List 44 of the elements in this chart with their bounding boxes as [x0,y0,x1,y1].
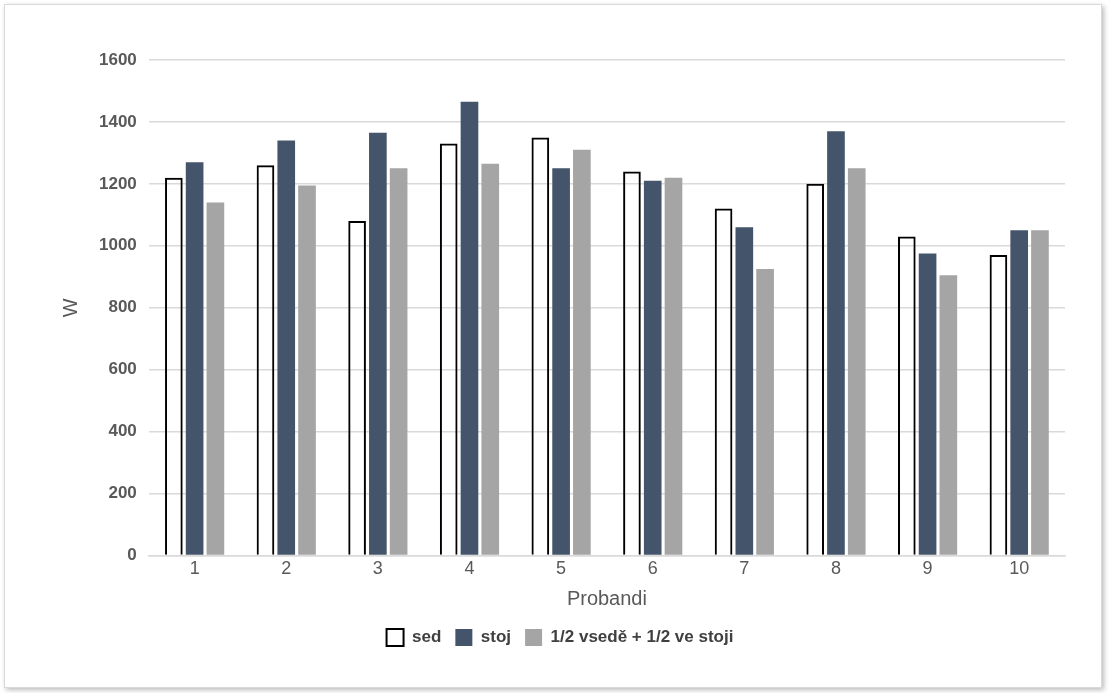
legend-label: 1/2 vsedě + 1/2 ve stoji [550,627,734,647]
bar [735,227,754,555]
bar [1010,230,1029,555]
x-tick-label: 2 [281,558,292,579]
bar [298,185,316,555]
bar [643,180,662,555]
x-tick-label: 8 [830,558,841,579]
y-tick-label: 0 [127,545,137,565]
x-tick-label: 9 [922,558,933,579]
bar [369,132,387,555]
y-tick-label: 1400 [98,111,137,131]
x-tick-label: 10 [1009,558,1030,579]
x-tick-label: 5 [556,558,567,579]
bar [939,275,958,555]
y-tick-label: 600 [108,359,137,379]
y-tick-label: 800 [108,297,137,317]
bar [389,168,408,555]
bar [206,202,225,555]
bar [185,162,204,555]
bar [756,269,774,555]
y-tick-label: 1600 [98,49,137,69]
bar [664,177,683,555]
y-axis-title: W [58,298,81,318]
bar [460,101,479,555]
y-tick-label: 1200 [98,173,137,193]
bar [918,253,937,555]
y-tick-label: 200 [108,483,137,503]
bar [1031,230,1049,555]
x-tick-label: 3 [372,558,383,579]
x-axis-title: Probandi [566,586,647,609]
x-tick-label: 7 [739,558,750,579]
y-tick-label: 400 [108,421,137,441]
bar [847,168,866,555]
bar [277,140,296,555]
bar [552,168,570,555]
x-tick-label: 6 [647,558,658,579]
bar [573,149,591,555]
legend-label: sed [412,627,442,647]
x-tick-label: 4 [464,558,475,579]
bar [481,163,500,555]
x-tick-label: 1 [189,558,200,579]
bar [827,131,845,555]
legend-label: stoj [480,627,512,647]
y-tick-label: 1000 [98,235,137,255]
